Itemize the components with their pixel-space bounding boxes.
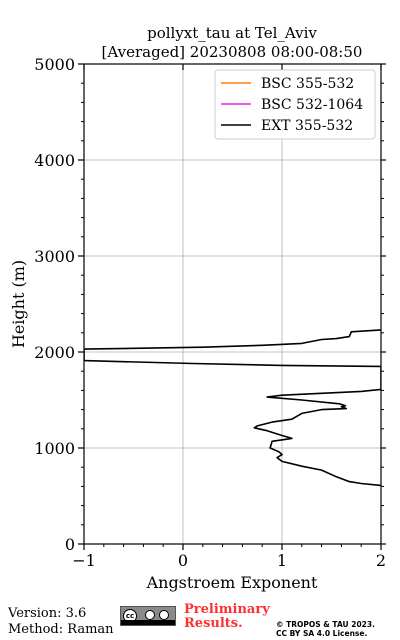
x-tick-label: 2 xyxy=(376,551,386,570)
x-tick-label: −1 xyxy=(72,551,96,570)
chart-title-line-2: [Averaged] 20230808 08:00-08:50 xyxy=(102,43,363,61)
y-tick-label: 2000 xyxy=(34,343,75,362)
preliminary-results-note: Preliminary Results. xyxy=(184,603,270,631)
copyright-line-2: CC BY SA 4.0 License. xyxy=(276,629,368,638)
preliminary-line-1: Preliminary xyxy=(184,602,270,617)
y-tick-label: 5000 xyxy=(34,55,75,74)
grid-lines xyxy=(84,64,381,544)
sa-icon xyxy=(159,610,169,620)
by-icon xyxy=(145,610,155,620)
legend-label-bsc-355-532: BSC 355-532 xyxy=(261,76,354,92)
series-line-ext-355-532 xyxy=(84,329,381,487)
y-tick-label: 4000 xyxy=(34,151,75,170)
chart-title-line-1: pollyxt_tau at Tel_Aviv xyxy=(147,24,317,42)
x-axis-label: Angstroem Exponent xyxy=(146,573,318,592)
x-tick-label: 0 xyxy=(178,551,188,570)
cc-by-sa-badge-icon: cc xyxy=(120,606,176,626)
legend-label-bsc-532-1064: BSC 532-1064 xyxy=(261,97,363,113)
y-tick-label: 0 xyxy=(65,535,75,554)
copyright-note: © TROPOS & TAU 2023. CC BY SA 4.0 Licens… xyxy=(276,620,375,638)
plot-area-frame xyxy=(83,63,382,545)
y-axis-label: Height (m) xyxy=(9,260,28,348)
version-text: Version: 3.6 xyxy=(8,606,87,621)
series-lines xyxy=(84,329,381,487)
x-tick-label: 1 xyxy=(277,551,287,570)
copyright-line-1: © TROPOS & TAU 2023. xyxy=(276,620,375,629)
axis-ticks xyxy=(78,63,386,550)
chart-legend: BSC 355-532 BSC 532-1064 EXT 355-532 xyxy=(214,69,376,140)
y-tick-label: 3000 xyxy=(34,247,75,266)
legend-label-ext-355-532: EXT 355-532 xyxy=(261,118,353,134)
y-tick-label: 1000 xyxy=(34,439,75,458)
legend-frame xyxy=(214,69,376,140)
preliminary-line-2: Results. xyxy=(184,616,243,631)
method-text: Method: Raman xyxy=(8,622,114,637)
